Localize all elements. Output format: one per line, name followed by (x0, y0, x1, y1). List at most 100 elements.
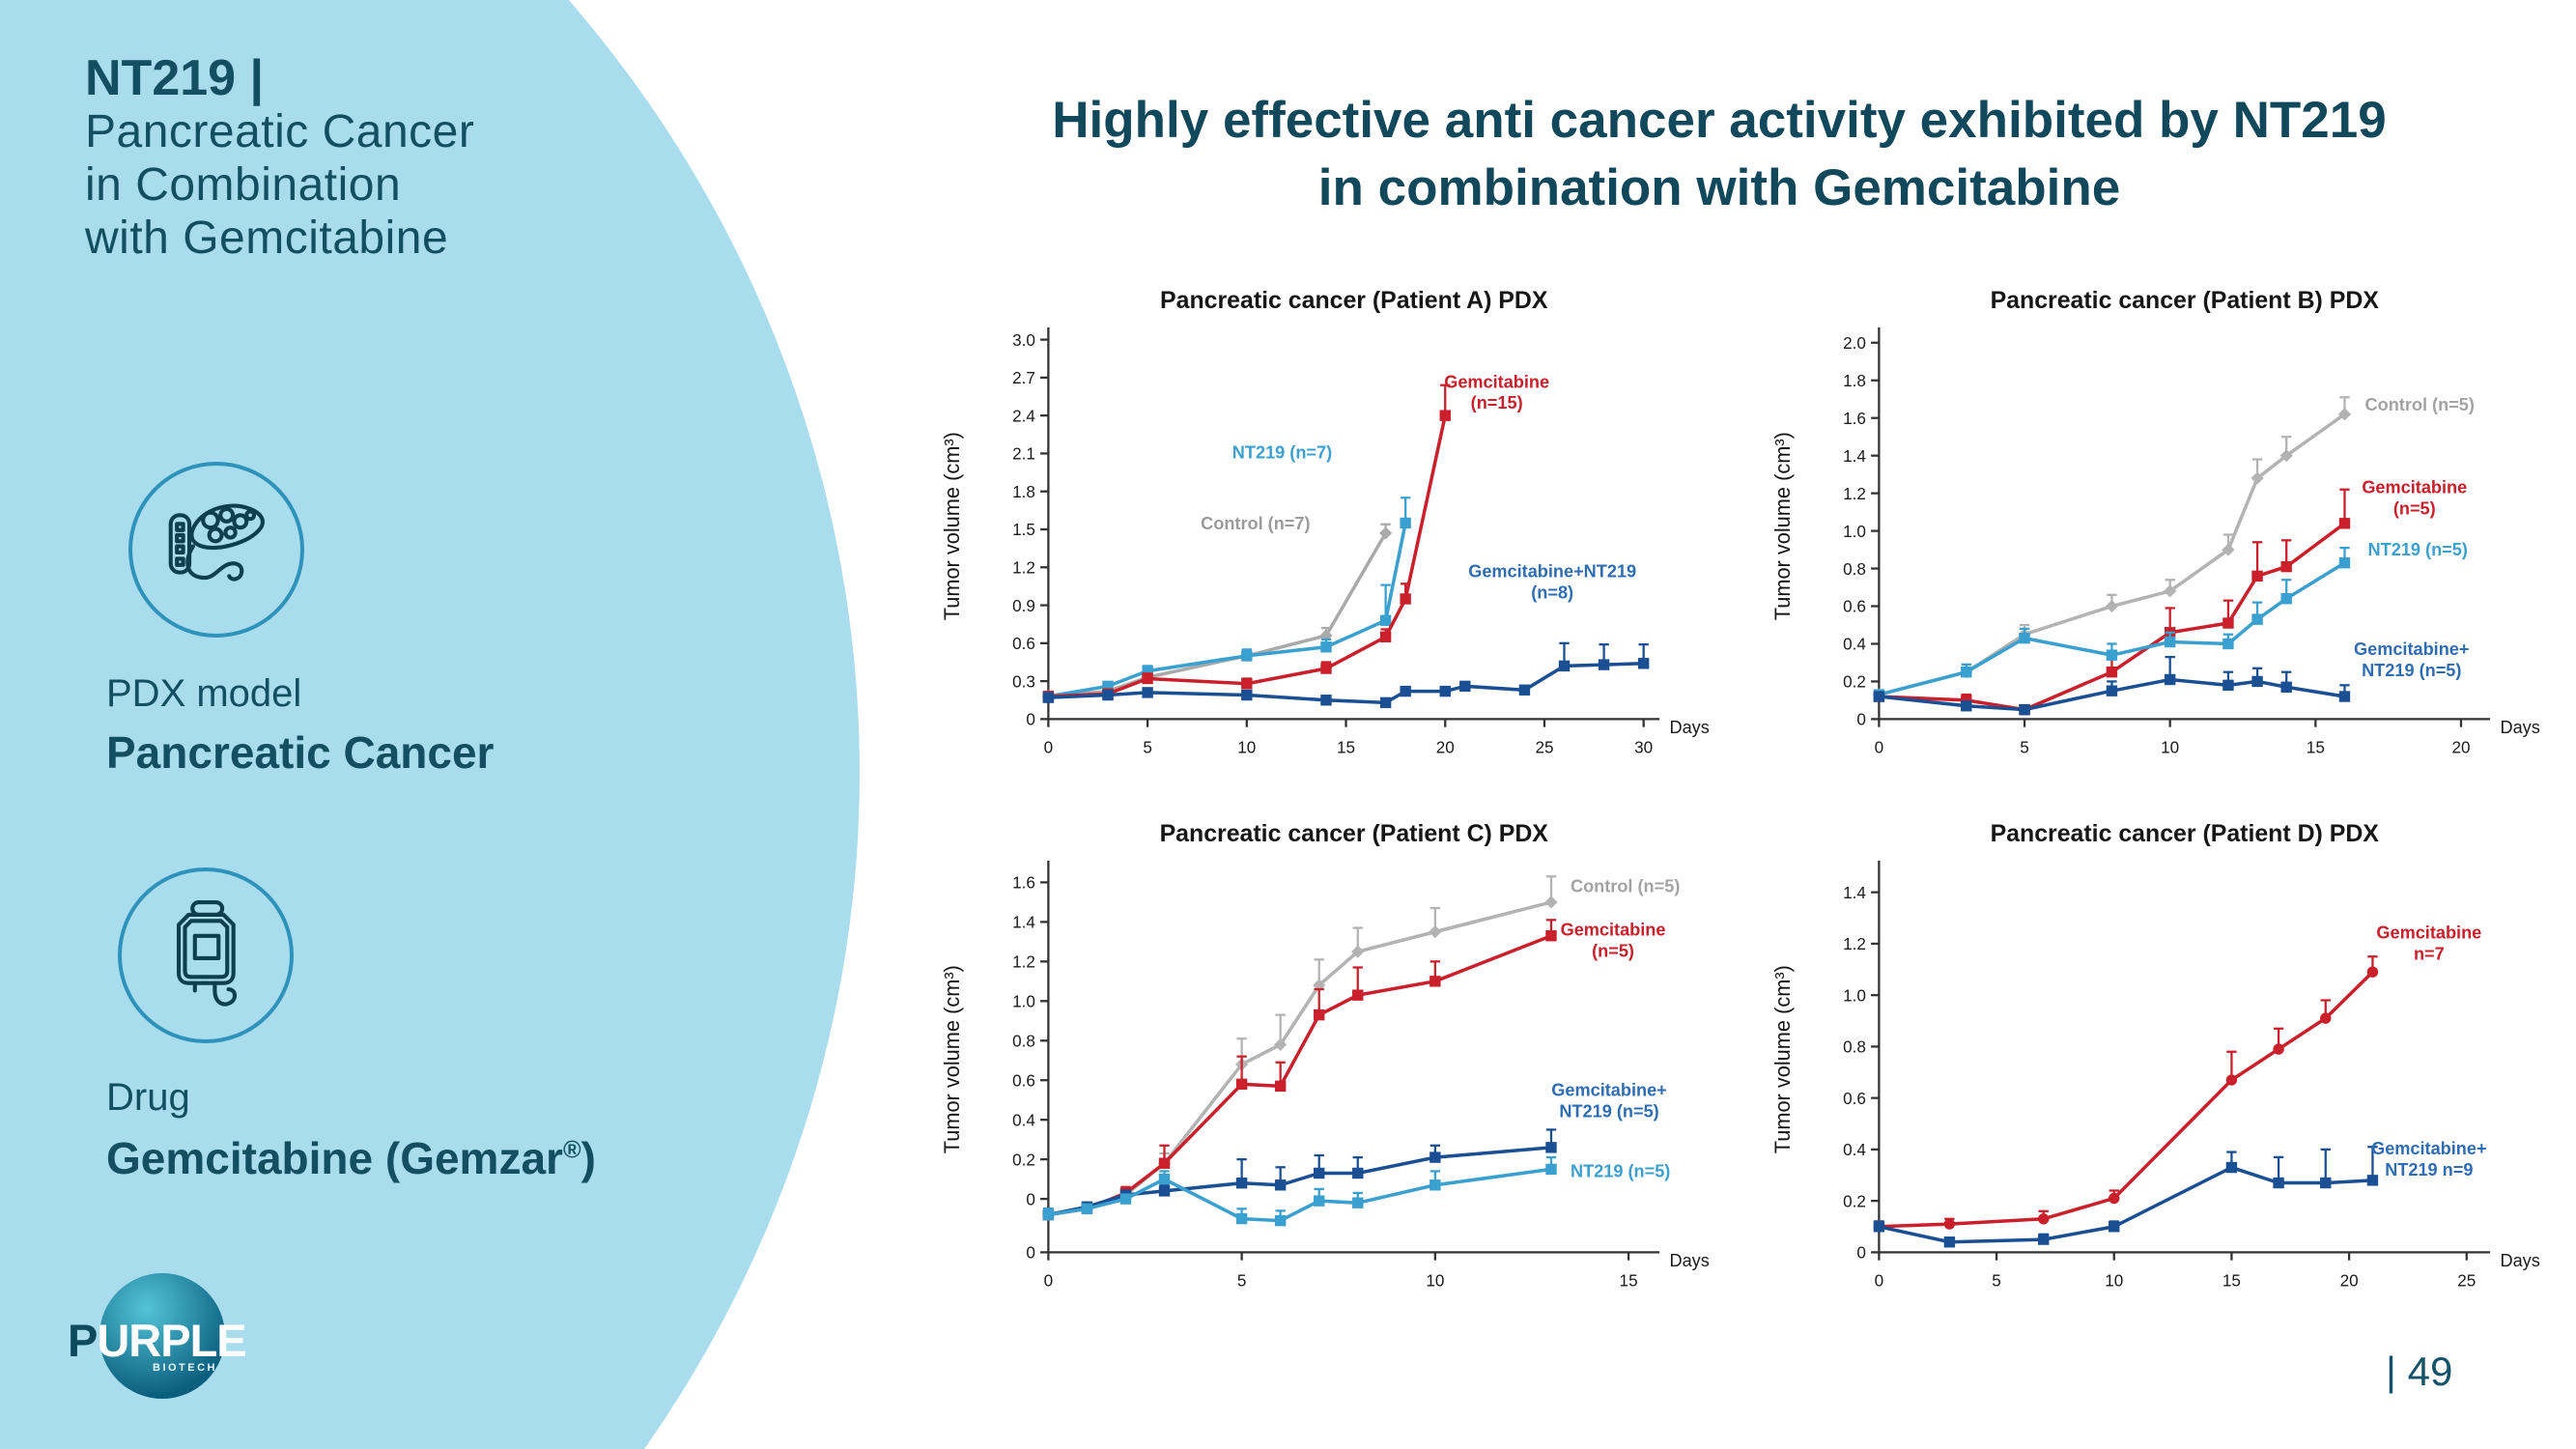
series-combo: Gemcitabine+NT219 (n=8) (1042, 562, 1650, 709)
svg-text:20: 20 (2340, 1272, 2359, 1291)
svg-text:0: 0 (1856, 711, 1866, 729)
svg-text:2.1: 2.1 (1012, 445, 1035, 464)
x-axis-label: Days (1669, 718, 1709, 737)
series-label-combo: Gemcitabine+ NT219 n=9 (2371, 1139, 2486, 1179)
tick-labels: 0 0.2 0.4 0.6 0.8 1.0 1.2 1.4 0 5 10 15 20 25 (1843, 884, 2476, 1291)
logo-subtext: BIOTECH (153, 1362, 217, 1374)
svg-text:1.6: 1.6 (1843, 410, 1866, 428)
series-label-control: Control (n=7) (1201, 514, 1310, 533)
chart-svg-patient-c: 000.20.40.60.81.01.21.41.60 5 10 15DaysPanc… (940, 820, 1710, 1291)
axes (1040, 327, 1660, 727)
chart-patient-a: 0 0.3 0.6 0.9 1.2 1.5 1.8 2.1 2.4 2.7 3.0 0 5 10 15 20 2… (933, 278, 1735, 789)
svg-text:0.4: 0.4 (1012, 1111, 1035, 1129)
chart-patient-c: 0 0 0.2 0.4 0.6 0.8 1.0 1.2 1.4 1.6 0 5 10 15 Days Panc… (933, 811, 1735, 1322)
svg-text:1.4: 1.4 (1843, 447, 1866, 466)
series-combo: Gemcitabine+ NT219 (n=5) (1042, 1081, 1667, 1221)
pancreas-icon (168, 503, 265, 582)
svg-text:0.3: 0.3 (1012, 672, 1035, 691)
chart-svg-patient-d: 0 0.2 0.4 0.6 0.8 1.0 1.2 1.4 0 5 10 15 20 25 Days Panc… (1770, 820, 2540, 1291)
series-label-gemcitabine: Gemcitabine (n=5) (2362, 478, 2467, 519)
drug-icon-circle (118, 867, 294, 1043)
svg-text:2.0: 2.0 (1843, 334, 1866, 353)
y-axis-label: Tumor volume (cm³) (1770, 432, 1795, 620)
svg-text:15: 15 (1337, 739, 1355, 757)
svg-text:20: 20 (2451, 739, 2470, 757)
pdx-model-icon-circle (128, 462, 304, 638)
page-number: | 49 (2386, 1349, 2453, 1394)
svg-text:25: 25 (2457, 1272, 2476, 1291)
main-title: Highly effective anti cancer activity ex… (1052, 92, 2387, 217)
svg-text:3.0: 3.0 (1012, 331, 1035, 350)
svg-text:1.4: 1.4 (1012, 914, 1035, 932)
svg-text:0.4: 0.4 (1843, 636, 1866, 654)
svg-text:0.6: 0.6 (1012, 635, 1035, 653)
y-axis-label: Tumor volume (cm³) (940, 965, 964, 1153)
series-label-gemcitabine: Gemcitabine n=7 (2376, 923, 2481, 964)
series-label-combo: Gemcitabine+ NT219 (n=5) (1551, 1081, 1666, 1122)
svg-text:0.6: 0.6 (1012, 1071, 1035, 1090)
registered-mark: ® (562, 1136, 581, 1164)
svg-text:10: 10 (1426, 1272, 1444, 1291)
chart-svg-patient-b: 0 0.2 0.4 0.6 0.8 1.0 1.2 1.4 1.6 1.8 2.0 0 5 10 15 20 D… (1770, 287, 2540, 757)
logo-wordmark: PURPLE (68, 1314, 247, 1367)
axes (1040, 860, 1660, 1261)
y-axis-label: Tumor volume (cm³) (1770, 965, 1795, 1153)
svg-text:0.2: 0.2 (1843, 673, 1866, 692)
svg-text:0.6: 0.6 (1843, 598, 1866, 616)
x-axis-label: Days (2500, 1251, 2539, 1270)
tick-labels: 0 0.2 0.4 0.6 0.8 1.0 1.2 1.4 1.6 1.8 2.0 0 5 10 15 20 (1843, 334, 2470, 757)
svg-text:10: 10 (1237, 739, 1256, 757)
svg-text:5: 5 (2020, 739, 2029, 757)
svg-text:30: 30 (1634, 739, 1653, 757)
series-label-combo: Gemcitabine+NT219 (n=8) (1468, 562, 1636, 603)
y-axis-label: Tumor volume (cm³) (940, 432, 964, 620)
series-label-control: Control (n=5) (1571, 877, 1680, 896)
svg-text:0: 0 (1044, 1272, 1054, 1291)
drug-value: Gemcitabine (Gemzar®) (106, 1132, 596, 1184)
sidebar-title: NT219 | Pancreatic Cancer in Combination… (85, 50, 474, 265)
series-combo: Gemcitabine+ NT219 n=9 (1873, 1139, 2487, 1248)
axes (1871, 860, 2491, 1261)
svg-text:2.7: 2.7 (1012, 369, 1035, 387)
series-nt219: NT219 (n=7) (1042, 443, 1411, 702)
series-nt219: NT219 (n=5) (1042, 1155, 1670, 1227)
series-label-control: Control (n=5) (2365, 395, 2475, 414)
svg-text:1.4: 1.4 (1843, 884, 1866, 902)
svg-text:0: 0 (1026, 711, 1035, 729)
svg-text:10: 10 (2161, 739, 2179, 757)
svg-text:25: 25 (1535, 739, 1553, 757)
series-control: Control (n=7) (1041, 514, 1393, 703)
svg-text:1.8: 1.8 (1012, 483, 1035, 501)
x-axis-label: Days (1669, 1251, 1709, 1270)
chart-title: Pancreatic cancer (Patient C) PDX (1160, 820, 1549, 847)
svg-text:1.0: 1.0 (1843, 523, 1866, 541)
svg-text:0.2: 0.2 (1012, 1151, 1035, 1169)
svg-text:1.0: 1.0 (1012, 993, 1035, 1011)
chart-svg-patient-a: 0 0.3 0.6 0.9 1.2 1.5 1.8 2.1 2.4 2.7 3.0 0 5 10 15 20 2… (940, 287, 1710, 757)
series-label-nt219: NT219 (n=7) (1232, 443, 1332, 463)
pdx-model-value: Pancreatic Cancer (106, 727, 495, 778)
series-gemcitabine: Gemcitabine n=7 (1873, 923, 2481, 1233)
chart-patient-b: 0 0.2 0.4 0.6 0.8 1.0 1.2 1.4 1.6 1.8 2.0 0 5 10 15 20 D… (1764, 278, 2565, 789)
svg-text:0.8: 0.8 (1843, 560, 1866, 579)
drug-value-base: Gemcitabine (Gemzar (106, 1133, 563, 1183)
svg-text:0: 0 (1026, 1190, 1035, 1208)
iv-bag-icon (176, 899, 237, 1007)
svg-text:15: 15 (2222, 1272, 2241, 1291)
svg-text:15: 15 (1620, 1272, 1638, 1291)
tick-labels: 0 0.3 0.6 0.9 1.2 1.5 1.8 2.1 2.4 2.7 3.0 0 5 10 15 20 2… (1012, 331, 1653, 757)
series-label-nt219: NT219 (n=5) (2368, 540, 2468, 559)
svg-text:0: 0 (1856, 1244, 1866, 1263)
series-label-combo: Gemcitabine+ NT219 (n=5) (2354, 639, 2469, 680)
svg-text:1.2: 1.2 (1843, 935, 1866, 953)
svg-text:1.2: 1.2 (1012, 953, 1035, 972)
chart-title: Pancreatic cancer (Patient A) PDX (1160, 287, 1548, 314)
series-label-nt219: NT219 (n=5) (1571, 1162, 1670, 1181)
svg-text:1.6: 1.6 (1012, 874, 1035, 893)
sidebar-background (0, 0, 860, 1449)
chart-title: Pancreatic cancer (Patient D) PDX (1991, 820, 2380, 847)
svg-text:0.6: 0.6 (1843, 1090, 1866, 1108)
svg-text:20: 20 (1436, 739, 1455, 757)
svg-text:1.2: 1.2 (1012, 558, 1035, 577)
